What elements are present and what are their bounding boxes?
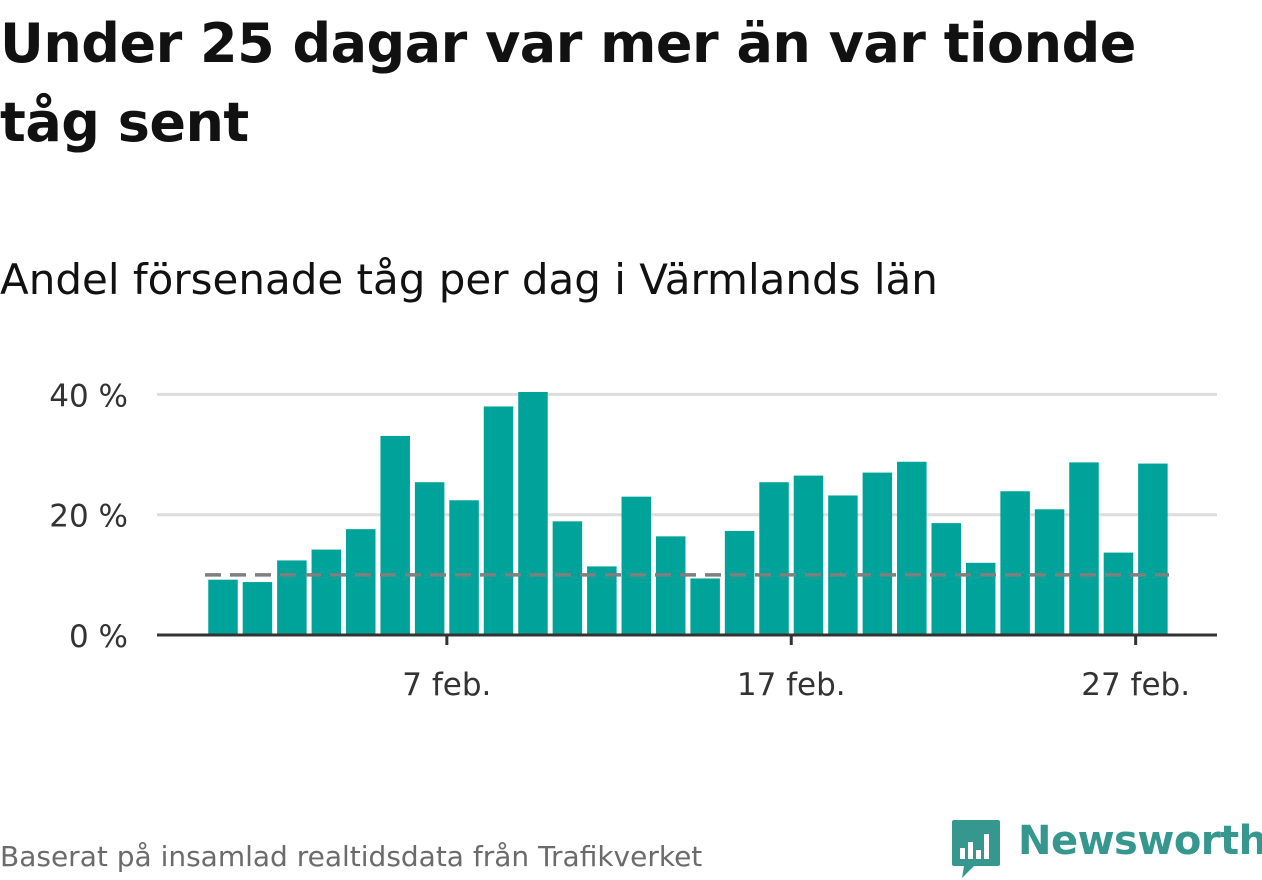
bar — [655, 536, 686, 635]
bar — [1138, 463, 1168, 635]
y-tick-label: 40 % — [49, 378, 128, 414]
chart-subtitle: Andel försenade tåg per dag i Värmlands … — [0, 255, 938, 304]
x-tick-label: 27 feb. — [1081, 667, 1190, 703]
brand: Newsworthy — [952, 818, 1262, 880]
bar — [724, 530, 755, 635]
gridlines — [157, 392, 1217, 517]
headline: Under 25 dagar var mer än var tionde tåg… — [0, 12, 1136, 154]
bar — [931, 523, 961, 635]
bar — [1069, 462, 1099, 635]
bar — [277, 560, 307, 635]
bar — [793, 475, 824, 635]
bar — [828, 495, 858, 635]
x-tick-label: 7 feb. — [402, 667, 491, 703]
y-tick-label: 20 % — [49, 499, 128, 535]
bar — [759, 482, 789, 635]
y-tick-label: 0 % — [69, 619, 128, 655]
bar — [208, 579, 238, 635]
x-axis-ticks: 7 feb. 17 feb. 27 feb. — [402, 635, 1190, 703]
bar — [552, 521, 583, 635]
bar — [621, 496, 652, 635]
x-tick-label: 17 feb. — [737, 667, 846, 703]
bar — [587, 566, 617, 635]
bar — [380, 435, 410, 635]
newsworthy-logo-icon — [952, 820, 1000, 878]
bar — [1103, 552, 1134, 635]
bar — [518, 392, 548, 635]
bar — [242, 582, 273, 635]
source-note: Baserat på insamlad realtidsdata från Tr… — [0, 840, 703, 873]
bar — [1000, 491, 1030, 635]
bar — [414, 482, 445, 635]
bar — [897, 461, 927, 635]
bar — [483, 406, 514, 635]
y-axis-ticks: 0 % 20 % 40 % — [49, 378, 128, 655]
bar — [449, 500, 479, 635]
bar — [346, 529, 376, 635]
brand-name: Newsworthy — [1018, 818, 1262, 864]
bar — [862, 472, 893, 635]
bar — [311, 549, 342, 635]
bars — [208, 392, 1168, 635]
bar — [690, 578, 720, 635]
bar — [1034, 509, 1065, 635]
